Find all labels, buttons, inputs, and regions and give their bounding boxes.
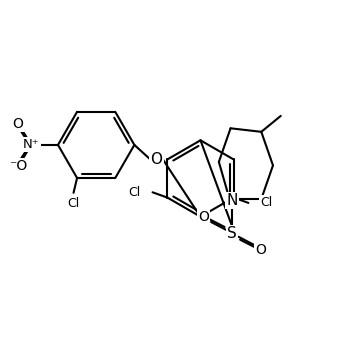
Text: O: O [198, 210, 209, 224]
Text: ⁻O: ⁻O [9, 159, 27, 173]
Text: N⁺: N⁺ [23, 139, 40, 151]
Text: N: N [226, 193, 238, 208]
Text: Cl: Cl [67, 197, 80, 210]
Text: S: S [228, 226, 237, 241]
Text: Cl: Cl [261, 196, 273, 210]
Text: Cl: Cl [128, 186, 141, 199]
Text: O: O [12, 117, 23, 131]
Text: O: O [256, 242, 266, 257]
Text: O: O [150, 152, 162, 167]
